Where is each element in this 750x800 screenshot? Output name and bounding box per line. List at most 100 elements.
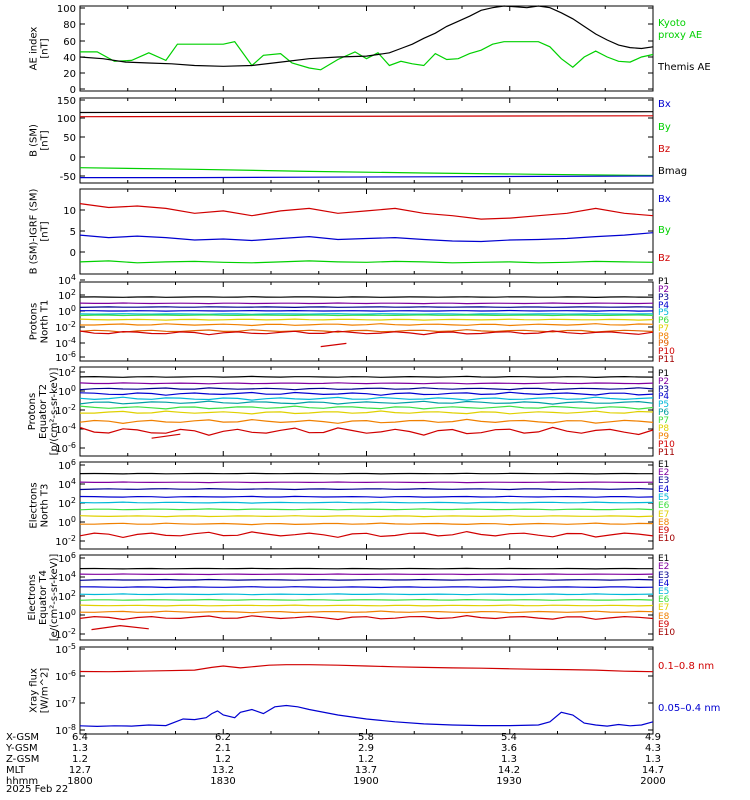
y-tick-label: 10-2 <box>55 320 76 334</box>
axis-row-value: 5.8 <box>358 732 374 743</box>
axis-row-value: 4.3 <box>645 743 661 754</box>
legend-entry: E9 <box>658 526 670 536</box>
axis-row-value: 13.2 <box>212 765 234 776</box>
axis-row-value: 1.2 <box>358 754 374 765</box>
y-tick-label: 10-2 <box>55 403 76 417</box>
axis-row-label: Y-GSM <box>5 743 38 754</box>
legend-entry: By <box>658 122 671 133</box>
y-tick-label: 10-4 <box>55 336 76 350</box>
legend-entry: P1 <box>658 277 669 287</box>
legend-entry: proxy AE <box>658 30 702 41</box>
legend-entry: 0.1–0.8 nm <box>658 661 714 672</box>
legend-entry: 0.05–0.4 nm <box>658 703 720 714</box>
legend-entry: E4 <box>658 579 670 589</box>
y-tick-label: 100 <box>58 304 76 318</box>
series-line-p7 <box>79 405 654 410</box>
y-axis-label: [nT] <box>40 221 51 241</box>
legend-entry: E7 <box>658 603 669 613</box>
y-tick-label: 100 <box>58 384 76 398</box>
legend-entry: E1 <box>658 554 669 564</box>
axis-row-value: 14.7 <box>642 765 664 776</box>
y-tick-label: 100 <box>58 608 76 622</box>
y-tick-label: 0 <box>70 85 76 96</box>
axis-row-value: 2.1 <box>215 743 231 754</box>
legend-entry: P7 <box>658 324 669 334</box>
series-line-by <box>79 260 654 264</box>
series-line-p4 <box>79 391 654 396</box>
legend-entry: P9 <box>658 432 669 442</box>
y-axis-label: B (SM)-IGRF (SM) <box>29 189 40 275</box>
series-line-e4 <box>79 586 654 589</box>
series-line-p2 <box>79 382 654 385</box>
axis-row-value: 12.7 <box>69 765 91 776</box>
axis-row-label: Z-GSM <box>6 754 39 765</box>
legend-entry: E6 <box>658 501 670 511</box>
legend-entry: E5 <box>658 587 669 597</box>
axis-row-value: 1.3 <box>501 754 517 765</box>
panel-frame <box>79 646 654 735</box>
axis-row-value: 3.6 <box>501 743 517 754</box>
y-tick-label: 102 <box>58 365 76 379</box>
series-line-e5 <box>79 593 654 596</box>
axis-row-value: 4.9 <box>645 732 661 743</box>
legend-entry: Bz <box>658 253 670 264</box>
panel-8: 10-5 10-6 10-7 10-8 Xray flux [W/m^2] 0.1–0.8 … <box>29 642 721 737</box>
y-tick-label: 80 <box>63 20 76 31</box>
axis-row-value: 1930 <box>496 776 521 787</box>
series-line-e7 <box>79 515 654 518</box>
legend-entry: Themis AE <box>657 62 711 73</box>
axis-row-value: 1800 <box>67 776 92 787</box>
series-line-e8 <box>80 522 654 526</box>
series-line-e6 <box>79 598 654 601</box>
series-line-p7 <box>79 318 654 321</box>
legend-entry: E6 <box>658 595 670 605</box>
y-tick-label: 10-2 <box>55 534 76 548</box>
y-tick-label: 102 <box>58 496 76 510</box>
y-tick-label: 10-2 <box>55 627 76 641</box>
axis-row-value: 6.4 <box>72 732 88 743</box>
y-axis-label: Electrons <box>27 574 38 620</box>
legend-entry: P6 <box>658 316 669 326</box>
series-line-p4 <box>80 309 654 312</box>
axis-row-value: 1830 <box>210 776 235 787</box>
legend-entry: Bmag <box>658 166 687 177</box>
axis-row-value: 14.2 <box>498 765 520 776</box>
legend-entry: P4 <box>658 392 669 402</box>
legend-entry: P2 <box>658 285 669 295</box>
legend-entry: E8 <box>658 612 670 622</box>
series-line-p3 <box>79 387 654 391</box>
axis-row-value: 1900 <box>353 776 378 787</box>
legend-entry: P5 <box>658 400 669 410</box>
series-line-0-05-0-4-nm <box>79 704 654 728</box>
y-axis-label: AE index <box>29 27 40 71</box>
axis-row-value: 2000 <box>640 776 665 787</box>
y-axis-label: [nT] <box>40 38 51 58</box>
axis-row-value: 2.9 <box>358 743 374 754</box>
series-line-e4 <box>79 495 654 498</box>
legend-entry: P8 <box>658 332 669 342</box>
panel-5: 102 100 10-2 10-4 10-6 Protons Equator T2 [p/(c… <box>27 365 675 458</box>
y-tick-label: 10-8 <box>55 723 76 737</box>
series-line-p10 <box>79 330 654 336</box>
panel-frame <box>79 97 654 184</box>
legend-entry: E2 <box>658 562 669 572</box>
panel-frame <box>79 281 654 362</box>
y-axis-label: [e/(cm²-s-sr-keV)] <box>49 554 60 642</box>
y-tick-label: 100 <box>57 4 76 15</box>
y-tick-label: 20 <box>63 69 76 80</box>
series-line-kyoto-proxy-ae <box>80 41 654 71</box>
legend-entry: Bx <box>658 194 671 205</box>
series-line-p9 <box>79 329 654 333</box>
legend-entry: P3 <box>658 385 669 395</box>
legend-entry: P3 <box>658 293 669 303</box>
legend-entry: E3 <box>658 571 669 581</box>
y-tick-label: 104 <box>58 273 76 287</box>
y-axis-label: Protons <box>27 393 38 430</box>
y-tick-label: 104 <box>58 477 76 491</box>
legend-entry: P11 <box>658 448 675 458</box>
legend-entry: Bx <box>658 99 671 110</box>
y-tick-label: 10-6 <box>55 441 76 455</box>
